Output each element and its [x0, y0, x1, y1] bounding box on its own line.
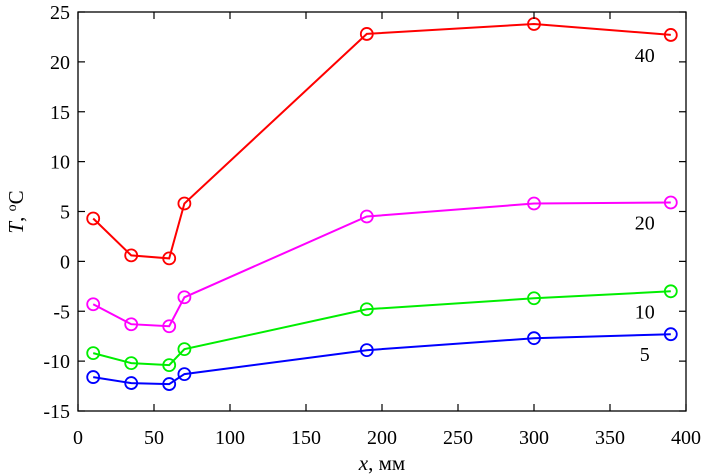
data-point [177, 196, 192, 211]
series-layer [86, 17, 678, 391]
y-tick-label: -5 [53, 301, 70, 323]
y-tick-label: 25 [50, 2, 70, 24]
x-tick-label: 350 [595, 427, 625, 449]
series-line [92, 290, 671, 367]
series-label-10: 10 [635, 301, 655, 323]
series-label-40: 40 [635, 45, 655, 67]
data-point [86, 346, 101, 361]
data-point [162, 377, 177, 391]
series-40 [86, 17, 678, 266]
x-tick-label: 200 [367, 427, 397, 449]
series-10 [86, 284, 678, 373]
series-line [92, 22, 671, 260]
data-point [162, 251, 177, 266]
y-axis-label: T, oC [4, 190, 28, 233]
data-point [86, 211, 101, 226]
data-point [177, 290, 192, 305]
y-tick-label: 20 [50, 52, 70, 74]
y-tick-label: 15 [50, 102, 70, 124]
data-point [124, 376, 139, 390]
x-tick-label: 300 [519, 427, 549, 449]
data-point [86, 297, 101, 312]
data-point [359, 302, 374, 317]
y-tick-label: 5 [60, 202, 70, 224]
data-point [359, 343, 374, 358]
y-tick-label: -15 [43, 401, 70, 423]
series-label-5: 5 [640, 344, 650, 366]
x-tick-label: 50 [144, 427, 164, 449]
data-point [124, 248, 139, 263]
x-tick-label: 250 [443, 427, 473, 449]
x-tick-label: 400 [671, 427, 701, 449]
data-point [527, 291, 541, 306]
tick-layer: 0 50 100 150 200 250 300 350 400 -15 -10 -5 0 5 10 15 20… [43, 2, 701, 449]
data-point [527, 196, 541, 211]
series-line [93, 333, 671, 386]
plot-area [77, 11, 687, 412]
data-point [124, 317, 139, 332]
y-tick-label: 10 [50, 152, 70, 174]
data-point [663, 284, 678, 299]
x-tick-label: 100 [215, 427, 245, 449]
data-point [663, 28, 678, 42]
data-point [86, 370, 101, 384]
data-point [359, 209, 374, 224]
data-point [527, 331, 541, 346]
series-label-20: 20 [635, 213, 655, 235]
x-tick-label: 0 [73, 427, 83, 449]
data-point [663, 327, 678, 342]
data-point [124, 356, 139, 371]
data-point [162, 319, 177, 334]
y-tick-label: 0 [60, 251, 70, 273]
y-tick-label: -10 [43, 351, 70, 373]
data-point [162, 358, 177, 373]
series-label-layer: 40 20 10 5 [635, 45, 655, 366]
x-axis-label: x, мм [358, 451, 405, 475]
data-point [359, 27, 374, 41]
data-point [177, 342, 192, 357]
x-tick-label: 150 [291, 427, 321, 449]
data-point [663, 195, 678, 210]
data-point [177, 367, 192, 381]
series-line [92, 201, 671, 328]
series-20 [86, 195, 678, 334]
series-5 [86, 327, 678, 391]
